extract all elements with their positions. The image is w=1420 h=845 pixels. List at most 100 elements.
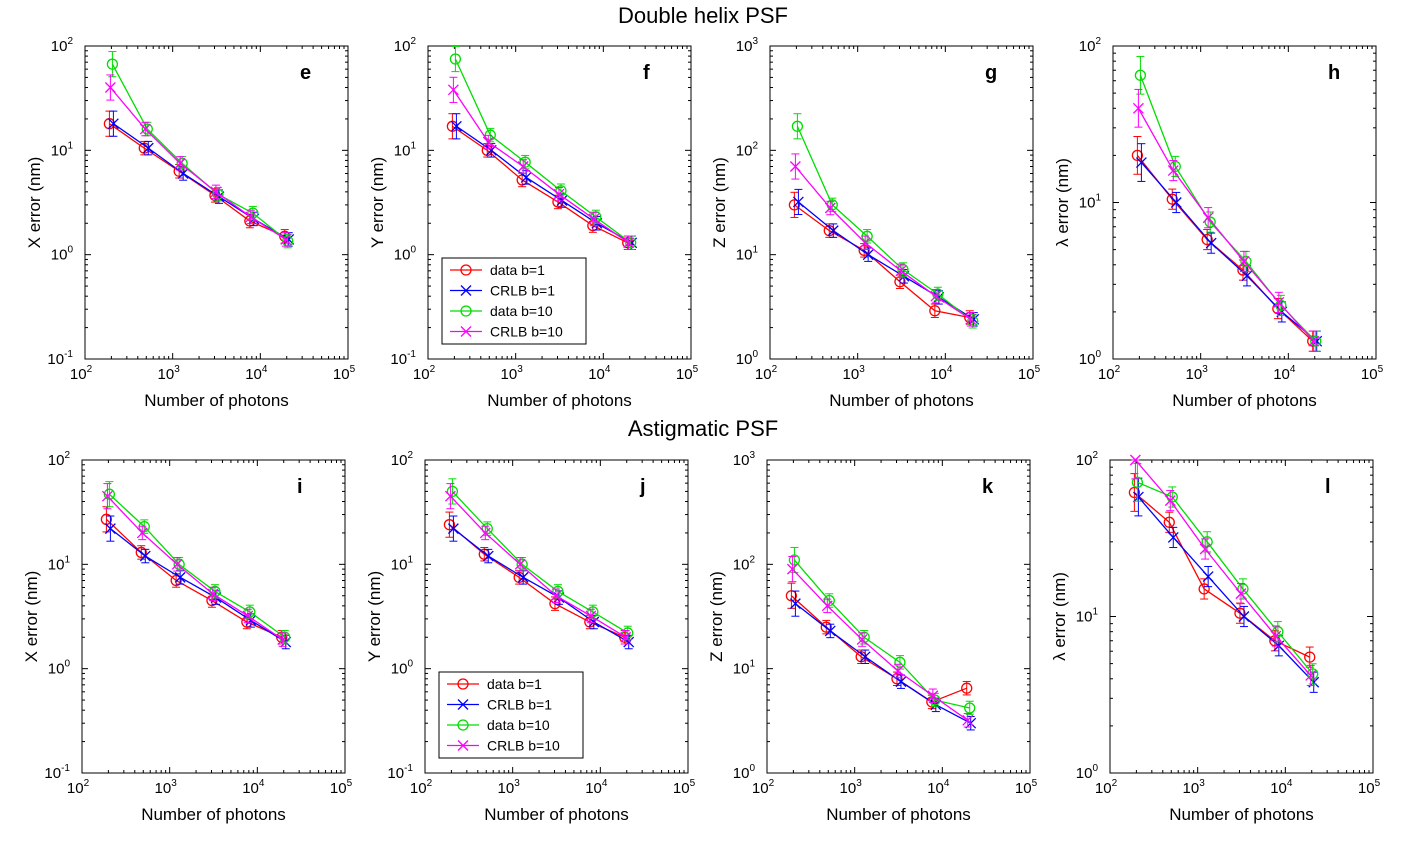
panel-letter: e [300,62,311,84]
panel-letter: h [1328,62,1340,84]
series-crlb-b-1 [1135,143,1323,352]
y-tick-label: 101 [1076,607,1099,626]
legend-entry: data b=10 [450,303,553,319]
data-point [1199,543,1211,555]
x-tick-label: 102 [413,364,436,383]
series-crlb-b-1 [1132,477,1320,693]
data-point [962,714,974,726]
data-point [1308,335,1320,347]
series-line [793,559,970,709]
x-axis-label: Number of photons [144,391,289,410]
data-point [1235,588,1247,600]
series-line [1134,459,1312,676]
y-tick-label: 101 [51,140,74,159]
series-line [111,63,289,242]
legend-marker [460,326,472,337]
data-point [961,682,973,694]
y-tick-label: 100 [1076,763,1099,782]
series-line [1139,75,1317,342]
data-point [135,546,147,559]
legend-label: data b=10 [490,303,553,319]
x-tick-label: 103 [840,778,863,797]
y-tick-label: 100 [733,763,756,782]
x-tick-label: 104 [927,778,950,797]
data-point [930,290,942,302]
legend-marker [457,678,469,690]
y-tick-label: 102 [391,450,414,469]
series-data-b-10 [103,481,291,645]
data-point [1204,216,1216,228]
panel-letter: k [982,476,994,498]
x-tick-label: 102 [752,778,775,797]
data-point [520,171,532,183]
y-tick-label: 10-1 [390,349,416,368]
data-point [1128,486,1141,499]
data-point [1310,335,1322,347]
data-point [101,490,113,502]
panels: 102 103 104 105 10-1 100 101 102 Number of photo… [22,36,1384,824]
series-line [796,126,974,322]
data-point [280,233,292,245]
data-point [447,84,459,96]
legend-entry: data b=10 [447,717,550,733]
series-line [1140,162,1318,342]
data-point [173,558,185,570]
series-line [452,125,629,244]
series-line [113,123,290,240]
series-data-b-10 [788,546,976,716]
data-point [1202,571,1214,583]
data-point [514,558,526,570]
axes-box [427,45,692,360]
y-axis-label: λ error (nm) [1053,158,1072,247]
x-axis-label: Number of photons [141,805,286,824]
series-line [452,89,630,244]
data-point [1131,149,1144,162]
x-tick-label: 103 [498,778,521,797]
data-point [1240,255,1252,268]
data-point [1167,531,1179,543]
x-axis-label: Number of photons [1172,391,1317,410]
data-point [823,594,835,607]
data-point [104,82,116,93]
data-point [1270,630,1282,642]
series-data-b-1 [446,113,634,251]
data-point [1202,212,1214,224]
data-point [479,527,491,539]
data-point [1273,296,1285,308]
data-point [821,600,833,612]
x-axis-label: Number of photons [826,805,971,824]
x-tick-label: 104 [930,364,953,383]
panel-letter: f [643,62,650,84]
data-point [824,625,836,637]
data-point [553,188,565,200]
x-axis-label: Number of photons [487,391,632,410]
x-tick-label: 105 [673,778,696,797]
x-tick-label: 104 [1270,778,1293,797]
series-line [109,123,285,237]
legend-entry: CRLB b=10 [447,738,560,754]
data-point [107,118,119,130]
y-tick-label: 102 [394,36,417,55]
y-axis-label: λ error (nm) [1050,572,1069,661]
data-point [585,610,597,622]
legend-entry: CRLB b=1 [447,697,552,713]
data-point [446,485,459,498]
data-point [174,571,186,583]
axes-box [766,459,1031,774]
data-point [789,598,801,610]
panel-letter: i [297,476,303,498]
legend-marker [457,699,469,710]
legend-label: data b=10 [487,717,550,733]
data-point [1238,611,1250,622]
data-point [625,237,637,249]
data-point [827,225,839,237]
panel-k: 102 103 104 105 100 101 102 103 Number of photon… [707,450,1038,824]
data-point [139,123,151,135]
data-point [550,590,562,602]
series-line [794,603,972,724]
y-tick-label: 102 [48,450,71,469]
legend-marker [460,264,472,276]
legend-entry: data b=1 [447,676,542,692]
data-point [517,161,529,172]
data-point [788,199,801,211]
